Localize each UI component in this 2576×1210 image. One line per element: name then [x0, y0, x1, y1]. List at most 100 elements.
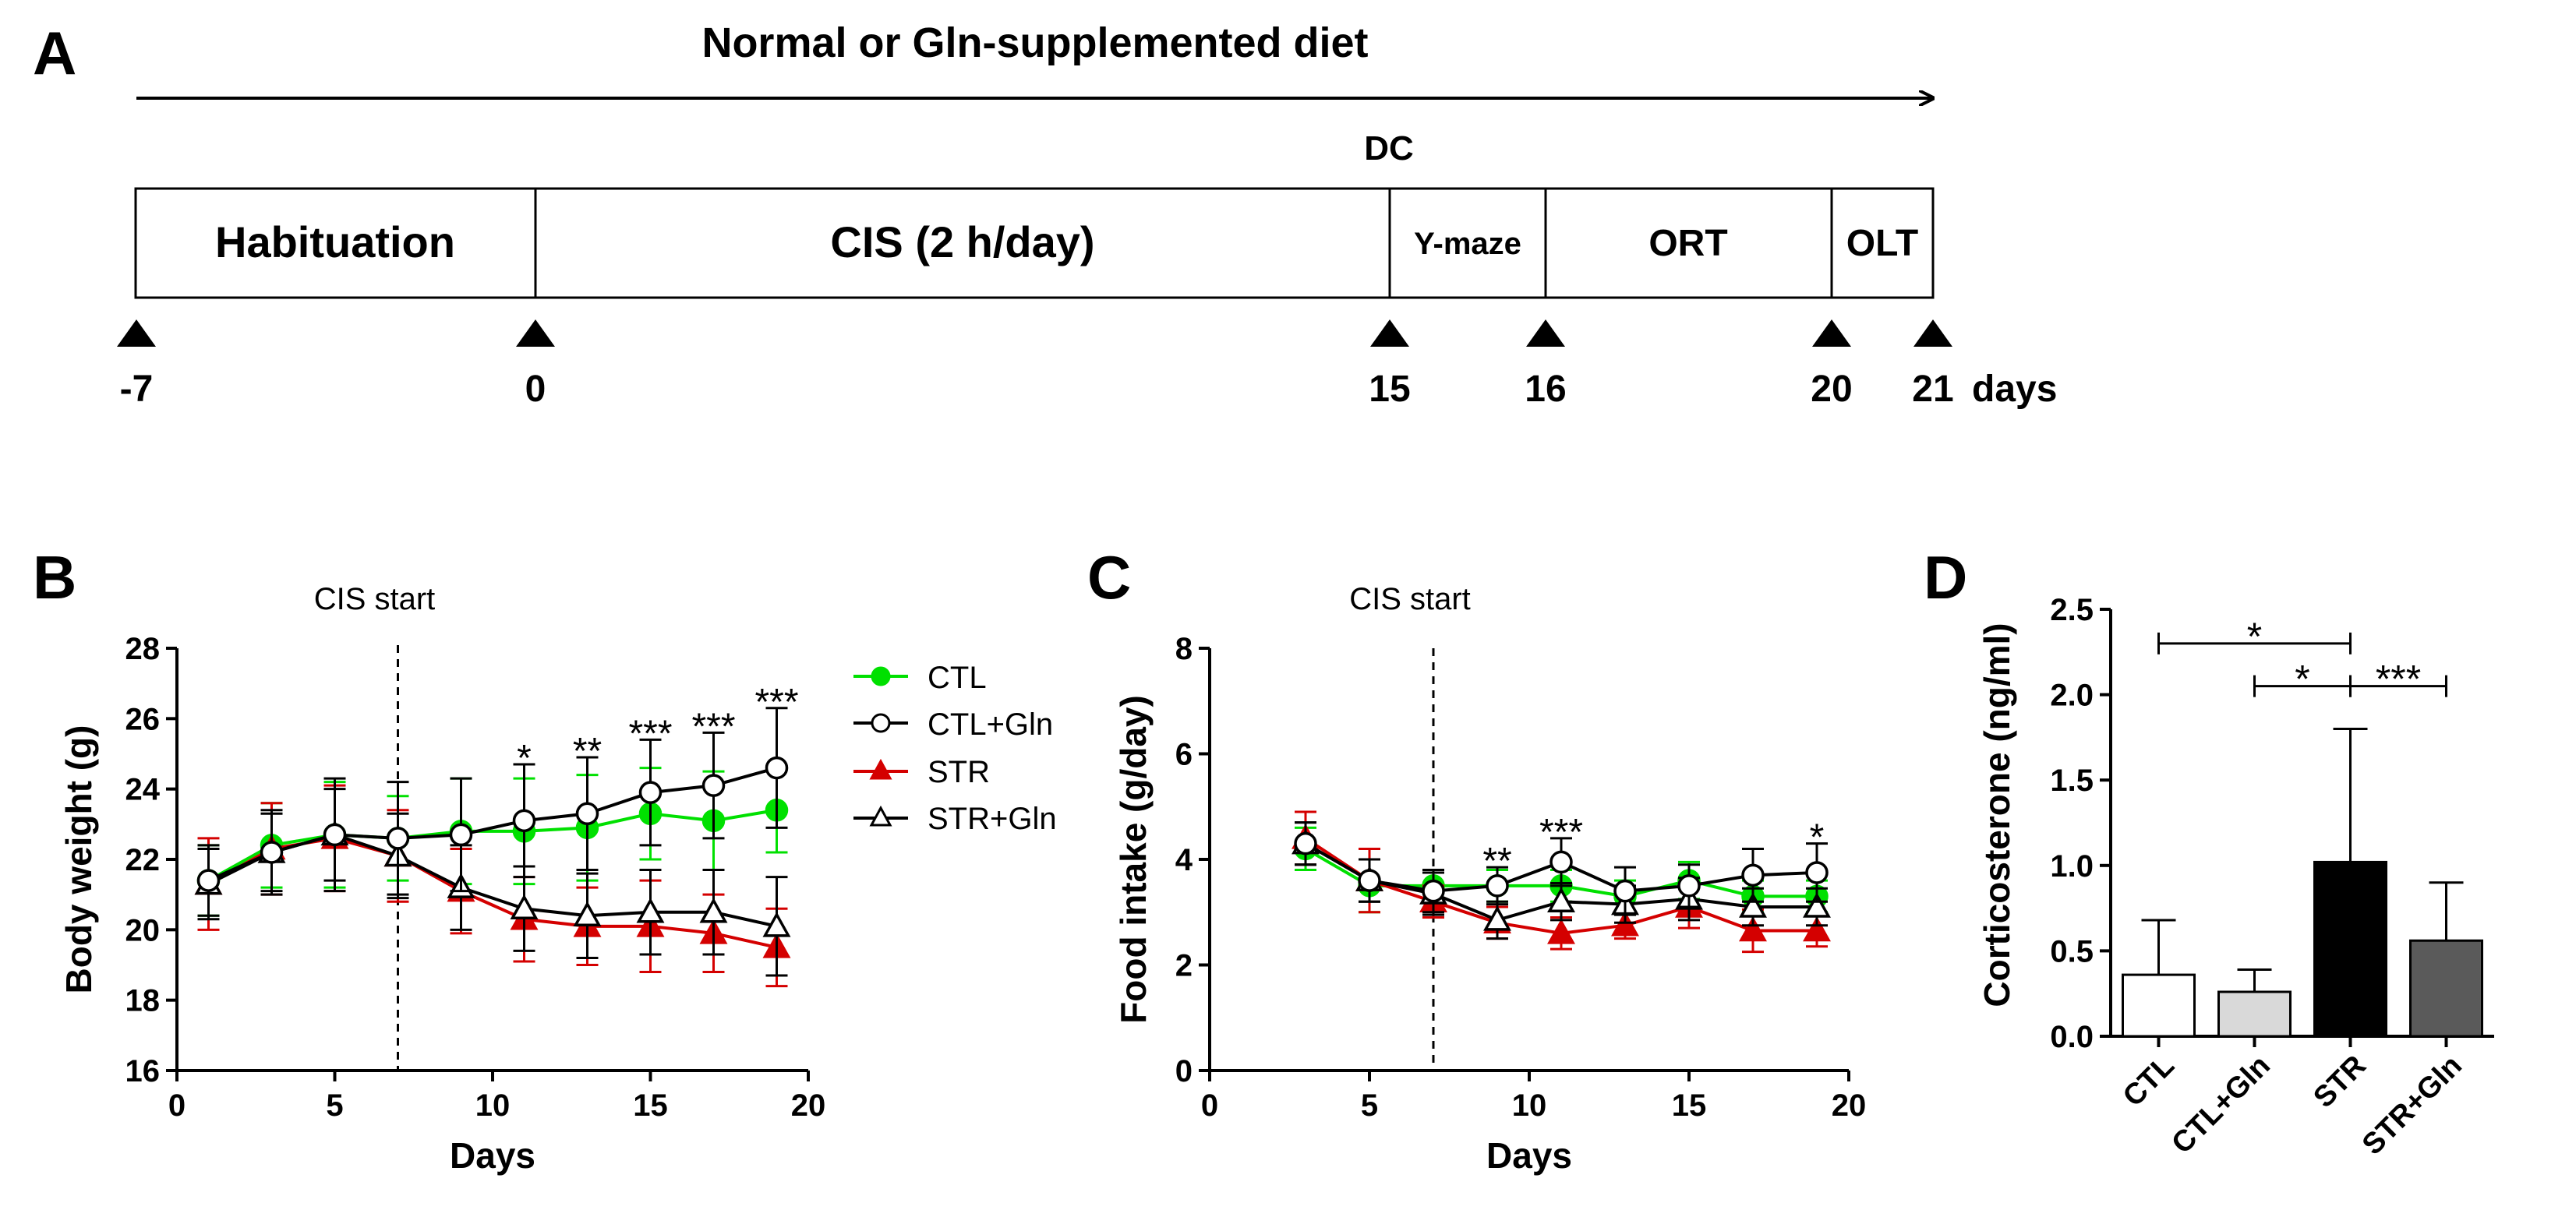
- data-point-triangle-open: [699, 898, 728, 923]
- series-line: [207, 766, 778, 882]
- x-tick-label: 15: [1672, 1088, 1707, 1123]
- series-ctl-gln: [1294, 821, 1829, 916]
- segment-ort: ORT: [1648, 223, 1727, 264]
- panel-b: B 16 18 20 22 24 26 28 0 5 10 15 20 Days Body weight …: [33, 543, 1057, 1176]
- segment-habituation: Habituation: [215, 217, 455, 266]
- segment-y-maze: Y-maze: [1414, 227, 1521, 261]
- data-point-triangle-open: [573, 901, 602, 927]
- data-point-triangle-open: [1803, 892, 1831, 918]
- data-point-circle-open: [196, 869, 221, 892]
- significance-label: **: [573, 731, 602, 772]
- marker-label: 20: [1811, 369, 1852, 410]
- data-point-circle-open: [1805, 861, 1829, 884]
- legend-label: CTL+Gln: [928, 707, 1053, 742]
- marker-label: 15: [1369, 369, 1410, 410]
- significance-label: *: [1810, 817, 1825, 859]
- data-point-triangle-filled: [1739, 915, 1767, 942]
- legend-item-ctl: CTL: [853, 661, 987, 695]
- marker-label: 21: [1912, 369, 1953, 410]
- data-point-circle-open: [323, 823, 347, 847]
- significance-label: ***: [754, 682, 798, 723]
- significance-label: **: [1482, 841, 1511, 882]
- x-tick-label: STR: [2307, 1049, 2372, 1114]
- legend-marker: [871, 713, 891, 733]
- y-tick-label: 26: [125, 702, 161, 736]
- panel-c-label: C: [1087, 543, 1131, 612]
- y-tick-label: 22: [125, 843, 161, 877]
- marker-triangle: [117, 319, 156, 347]
- x-tick-label: 10: [475, 1088, 511, 1123]
- y-tick-label: 16: [125, 1054, 161, 1088]
- y-axis-title: Body weight (g): [58, 725, 99, 994]
- data-point-triangle-open: [636, 898, 665, 923]
- data-point-triangle-open: [1739, 892, 1767, 918]
- x-tick-label: CTL: [2117, 1049, 2181, 1113]
- timeline-box: [134, 187, 1935, 299]
- segment-cis: CIS (2 h/day): [830, 217, 1094, 266]
- series-line: [207, 836, 777, 949]
- x-tick-label: 20: [1832, 1088, 1867, 1123]
- significance-label: ***: [691, 706, 735, 747]
- y-tick-label: 8: [1175, 632, 1193, 666]
- cis-start-annotation: CIS start: [1349, 582, 1471, 616]
- data-point-triangle-open: [510, 894, 539, 919]
- marker-triangle: [516, 319, 555, 347]
- marker-label: 0: [525, 369, 546, 410]
- data-point-circle-open: [638, 781, 663, 804]
- data-point-circle-open: [1486, 874, 1509, 898]
- y-tick-label: 1.5: [2050, 764, 2094, 798]
- bar-ctl-gln: [2217, 990, 2292, 1038]
- x-tick-label: 5: [326, 1088, 343, 1123]
- series-line: [207, 808, 777, 882]
- marker-triangle: [1370, 319, 1409, 347]
- x-tick-label: 0: [168, 1088, 186, 1123]
- x-tick-label: STR+Gln: [2356, 1049, 2468, 1162]
- data-point-circle-open: [449, 823, 473, 847]
- data-point-circle-open: [1677, 874, 1701, 898]
- y-tick-label: 28: [125, 632, 161, 666]
- significance-label: ***: [628, 713, 672, 754]
- bar-str-gln: [2409, 939, 2483, 1038]
- series-str: [194, 784, 791, 988]
- corticosterone-chart: 0.0 0.5 1.0 1.5 2.0 2.5 Corticosterone (ng/ml)…: [1977, 593, 2494, 1162]
- data-point-triangle-filled: [1547, 919, 1575, 944]
- legend-item-str: STR: [853, 755, 990, 789]
- y-tick-label: 0: [1175, 1054, 1193, 1088]
- marker-triangle: [1913, 319, 1952, 347]
- y-axis-title: Corticosterone (ng/ml): [1977, 623, 2017, 1007]
- data-point-circle-open: [1422, 879, 1445, 903]
- y-tick-label: 20: [125, 913, 161, 947]
- data-point-circle-open: [260, 841, 284, 864]
- data-point-circle-open: [575, 802, 599, 826]
- marker-label: -7: [120, 369, 154, 410]
- x-tick-label: 15: [633, 1088, 668, 1123]
- data-point-triangle-filled: [1611, 911, 1639, 937]
- legend-marker: [871, 666, 891, 686]
- legend-item-ctl-gln: CTL+Gln: [853, 707, 1053, 742]
- x-tick-label: CTL+Gln: [2165, 1049, 2276, 1160]
- significance-label: ***: [2376, 658, 2421, 701]
- panel-a-label: A: [33, 19, 76, 87]
- significance-label: *: [517, 738, 532, 779]
- data-point-circle-open: [1294, 831, 1317, 855]
- series-line: [207, 833, 777, 928]
- x-tick-label: 10: [1512, 1088, 1547, 1123]
- data-point-circle-open: [386, 827, 410, 850]
- panel-a: A Normal or Gln-supplemented diet DC Hab…: [33, 19, 2057, 410]
- marker-triangle: [1812, 319, 1851, 347]
- series-ctl-gln: [196, 707, 789, 917]
- x-tick-label: 20: [791, 1088, 826, 1123]
- series-ctl: [196, 767, 789, 917]
- diet-label: Normal or Gln-supplemented diet: [701, 19, 1368, 66]
- segment-olt: OLT: [1846, 223, 1918, 264]
- y-axis-title: Food intake (g/day): [1113, 695, 1154, 1024]
- dc-label: DC: [1364, 129, 1414, 168]
- legend: CTL CTL+Gln STR STR+Gln: [853, 661, 1057, 836]
- bar-str: [2313, 860, 2387, 1038]
- body-weight-chart: 16 18 20 22 24 26 28 0 5 10 15 20 Days Body weight (g…: [58, 582, 825, 1176]
- days-label: days: [1972, 369, 2057, 410]
- marker-triangle: [1526, 319, 1565, 347]
- legend-marker: [869, 805, 892, 827]
- data-point-circle-open: [765, 756, 789, 780]
- panel-d-label: D: [1924, 543, 1967, 612]
